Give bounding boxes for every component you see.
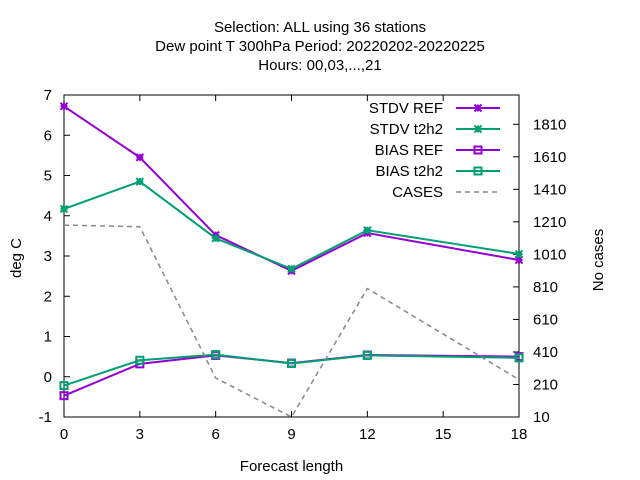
x-tick-label: 6 (211, 426, 219, 443)
legend-item: BIAS REF (375, 142, 500, 159)
x-tick-label: 9 (287, 426, 295, 443)
data-point (59, 204, 69, 214)
legend-label: CASES (392, 184, 443, 201)
data-point (514, 249, 524, 259)
axis-ticks: 0 3 6 9 12 15 18-10123456710210410610810101012… (39, 87, 567, 443)
legend-marker (473, 124, 483, 134)
series-cases (63, 224, 520, 418)
data-point (211, 234, 220, 243)
data-point (362, 350, 372, 360)
data-point (514, 353, 524, 363)
series-stdv-t2h2 (59, 177, 524, 274)
data-point (514, 255, 524, 265)
series-line (63, 224, 520, 418)
data-point (135, 153, 145, 162)
y2-tick-label: 1010 (533, 246, 566, 263)
series-layer (59, 102, 524, 418)
data-point (59, 391, 69, 401)
x-tick-label: 0 (60, 426, 68, 443)
legend-item: BIAS t2h2 (375, 163, 500, 180)
x-tick-label: 12 (359, 426, 376, 443)
legend-label: BIAS REF (375, 142, 443, 159)
series-line (63, 353, 520, 387)
y-tick-label: 6 (44, 127, 52, 144)
x-tick-label: 15 (435, 426, 452, 443)
y-tick-label: 7 (44, 87, 52, 104)
y2-tick-label: 410 (533, 344, 558, 361)
series-stdv-ref (59, 102, 524, 276)
legend-marker (473, 145, 483, 155)
series-line (63, 354, 520, 397)
y2-tick-label: 610 (533, 311, 558, 328)
series-bias-t2h2 (59, 350, 524, 391)
y-axis-label: deg C (8, 238, 25, 278)
legend-item: STDV REF (369, 100, 500, 117)
x-tick-label: 18 (511, 426, 528, 443)
data-point (363, 226, 372, 235)
y2-tick-label: 1610 (533, 149, 566, 166)
y2-tick-label: 1410 (533, 181, 566, 198)
plot-frame (63, 94, 520, 418)
chart-title-line: Dew point T 300hPa Period: 20220202-2022… (155, 38, 485, 55)
x-axis-label: Forecast length (240, 458, 343, 475)
y2-tick-label: 210 (533, 376, 558, 393)
y-tick-label: 3 (44, 248, 52, 265)
legend-item: CASES (392, 184, 500, 201)
y-tick-label: 1 (44, 329, 52, 346)
data-point (135, 355, 145, 365)
y-tick-label: 4 (44, 208, 52, 225)
legend-marker (473, 103, 483, 113)
data-point (59, 102, 69, 111)
y2-axis-label: No cases (590, 229, 607, 292)
legend-label: STDV REF (369, 100, 443, 117)
y2-tick-label: 810 (533, 279, 558, 296)
legend-marker (473, 166, 483, 176)
x-tick-label: 3 (136, 426, 144, 443)
data-point (211, 350, 221, 360)
data-point (59, 381, 69, 391)
series-line (63, 105, 520, 272)
chart-title-line: Hours: 00,03,...,21 (258, 57, 381, 74)
y-tick-label: 2 (44, 288, 52, 305)
y2-tick-label: 10 (533, 409, 550, 426)
data-point (287, 358, 296, 368)
legend-item: STDV t2h2 (370, 121, 500, 138)
y-tick-label: 5 (44, 168, 52, 185)
data-point (287, 264, 296, 274)
y2-tick-label: 1210 (533, 214, 566, 231)
legend: STDV REF STDV t2h2 BIAS REF BIAS t2h2 CASES (369, 100, 500, 201)
y-tick-label: -1 (39, 409, 52, 426)
data-point (135, 177, 145, 186)
y-tick-label: 0 (44, 369, 52, 386)
legend-label: BIAS t2h2 (375, 163, 443, 180)
chart-title-line: Selection: ALL using 36 stations (214, 19, 426, 36)
legend-label: STDV t2h2 (370, 121, 443, 138)
y2-tick-label: 1810 (533, 116, 566, 133)
chart-title: Selection: ALL using 36 stations Dew poin… (155, 19, 485, 74)
series-bias-ref (59, 350, 524, 401)
series-line (63, 180, 520, 270)
